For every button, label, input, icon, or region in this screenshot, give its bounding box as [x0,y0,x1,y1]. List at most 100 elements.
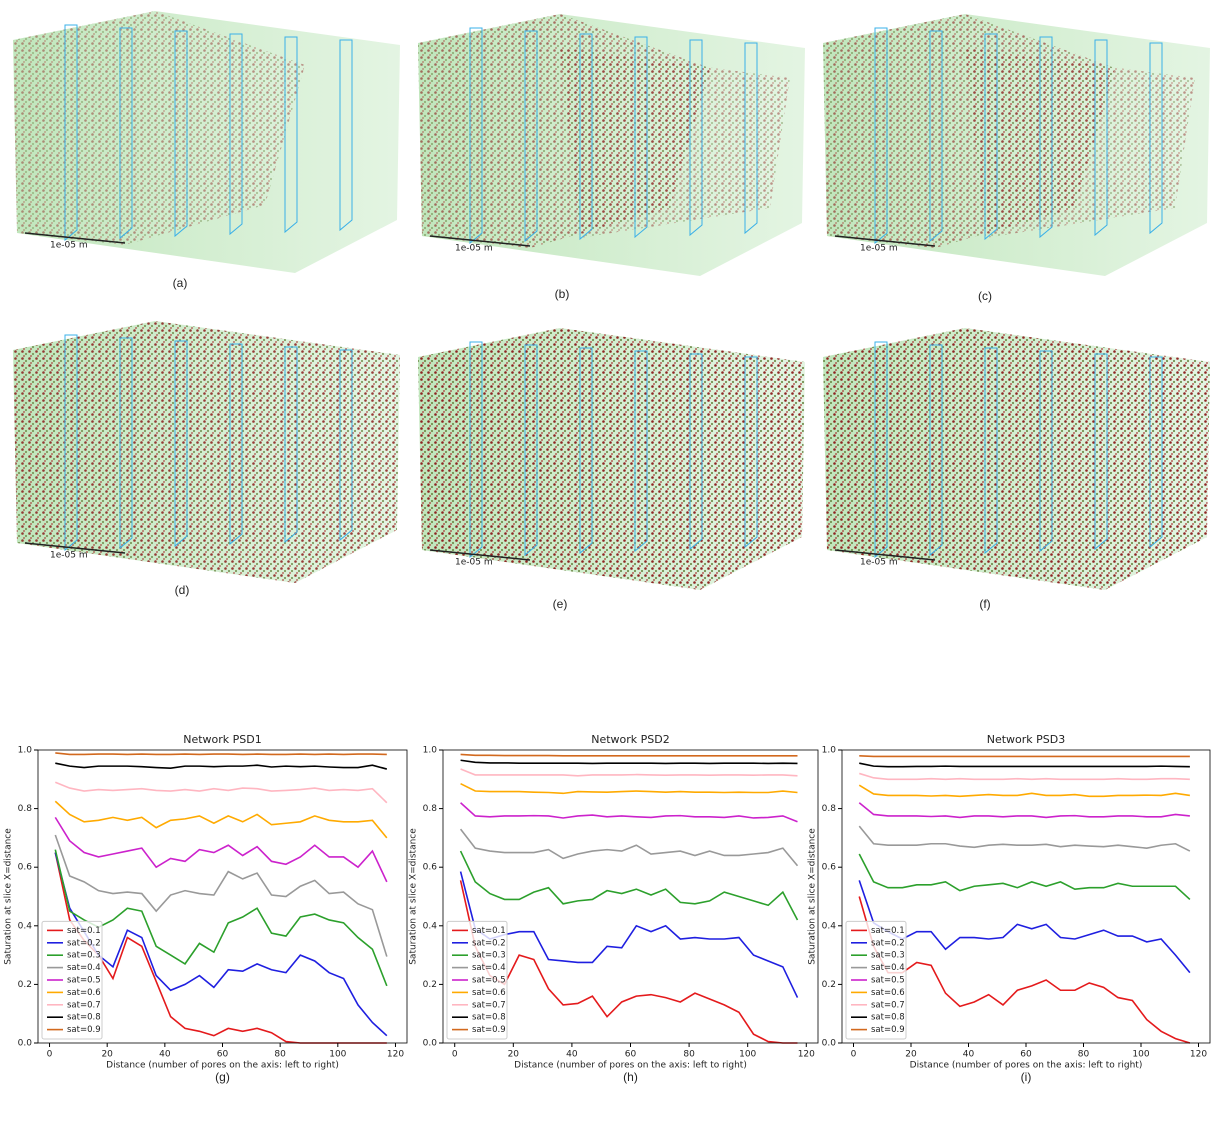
data-line [461,754,798,755]
legend-label: sat=0.8 [67,1013,101,1023]
data-line [461,829,798,866]
legend-label: sat=0.1 [472,926,506,936]
legend-label: sat=0.3 [472,951,506,961]
x-tick-label: 120 [798,1050,815,1060]
data-line [859,763,1190,767]
data-line [55,817,387,881]
panel-label: (f) [979,597,990,611]
data-line [461,851,798,920]
panel-label: (a) [173,276,188,290]
x-tick-label: 60 [217,1050,229,1060]
x-tick-label: 80 [683,1050,695,1060]
x-tick-label: 100 [1132,1050,1149,1060]
x-tick-label: 120 [1190,1050,1207,1060]
panel-label: (c) [978,289,992,303]
scale-bar-label: 1e-05 m [860,244,898,254]
y-tick-label: 0.0 [18,1039,33,1049]
y-tick-label: 0.2 [18,980,32,990]
y-tick-label: 0.8 [423,804,438,814]
x-tick-label: 40 [159,1050,171,1060]
x-tick-label: 120 [387,1050,404,1060]
y-tick-label: 1.0 [822,746,837,756]
data-line [55,782,387,803]
legend-label: sat=0.2 [67,938,101,948]
data-line [55,753,387,754]
legend-label: sat=0.2 [472,938,506,948]
legend-label: sat=0.1 [67,926,101,936]
data-line [859,785,1190,796]
x-tick-label: 60 [625,1050,637,1060]
chart-title: Network PSD2 [591,733,670,746]
legend-label: sat=0.4 [472,963,506,973]
legend-label: sat=0.1 [871,926,905,936]
figure: 1e-05 m (a) 1e-05 m (b) 1e-05 m (c) 1e-05 m (d)… [0,0,1225,1147]
legend-label: sat=0.3 [871,951,905,961]
y-tick-label: 0.2 [423,980,437,990]
data-line [859,897,1190,1044]
data-line [461,803,798,822]
x-tick-label: 80 [1078,1050,1090,1060]
y-tick-label: 0.4 [18,921,33,931]
y-tick-label: 1.0 [423,746,438,756]
data-line [461,760,798,763]
legend-label: sat=0.6 [472,988,506,998]
legend-label: sat=0.9 [67,1025,101,1035]
data-line [461,784,798,794]
x-axis-label: Distance (number of pores on the axis: l… [514,1061,747,1071]
pore-cloud [13,321,400,583]
pore-cloud [418,328,805,590]
legend-label: sat=0.5 [472,976,506,986]
x-tick-label: 100 [329,1050,346,1060]
page: 1e-05 m (a) 1e-05 m (b) 1e-05 m (c) 1e-05 m (d)… [0,0,1225,1147]
x-tick-label: 40 [566,1050,578,1060]
y-tick-label: 0.8 [18,804,33,814]
panel-label: (b) [555,287,570,301]
scale-bar-label: 1e-05 m [455,244,493,254]
data-line [461,769,798,776]
y-tick-label: 0.6 [423,863,438,873]
data-line [55,853,387,1043]
scale-bar-label: 1e-05 m [50,551,88,561]
legend-label: sat=0.9 [871,1025,905,1035]
data-line [859,803,1190,818]
legend-label: sat=0.8 [871,1013,905,1023]
x-tick-label: 0 [452,1050,458,1060]
legend-label: sat=0.8 [472,1013,506,1023]
chart-caption: (i) [1021,1070,1032,1084]
legend-label: sat=0.6 [871,988,905,998]
legend-label: sat=0.9 [472,1025,506,1035]
data-line [461,872,798,998]
pore-cloud [965,48,1195,238]
legend-label: sat=0.4 [871,963,905,973]
y-tick-label: 1.0 [18,746,33,756]
x-tick-label: 40 [963,1050,975,1060]
x-tick-label: 100 [739,1050,756,1060]
y-tick-label: 0.6 [18,863,33,873]
y-tick-label: 0.0 [822,1039,837,1049]
y-tick-label: 0.8 [822,804,837,814]
x-tick-label: 80 [274,1050,286,1060]
y-tick-label: 0.4 [822,921,837,931]
y-axis-label: Saturation at slice X=distance [808,828,818,965]
x-tick-label: 20 [508,1050,520,1060]
legend-label: sat=0.7 [472,1000,506,1010]
y-tick-label: 0.4 [423,921,438,931]
y-axis-label: Saturation at slice X=distance [409,828,419,965]
chart-title: Network PSD1 [183,733,262,746]
data-line [55,853,387,1036]
scale-bar-label: 1e-05 m [50,241,88,251]
data-line [461,880,798,1043]
legend-label: sat=0.3 [67,951,101,961]
data-line [859,756,1190,757]
legend-label: sat=0.7 [67,1000,101,1010]
panel-label: (e) [553,597,568,611]
panel-label: (d) [175,583,190,597]
legend-label: sat=0.4 [67,963,101,973]
data-line [859,854,1190,899]
pore-cloud [823,328,1210,590]
data-line [55,763,387,769]
x-axis-label: Distance (number of pores on the axis: l… [910,1061,1143,1071]
data-line [55,801,387,838]
chart-caption: (h) [623,1070,638,1084]
x-tick-label: 60 [1020,1050,1032,1060]
